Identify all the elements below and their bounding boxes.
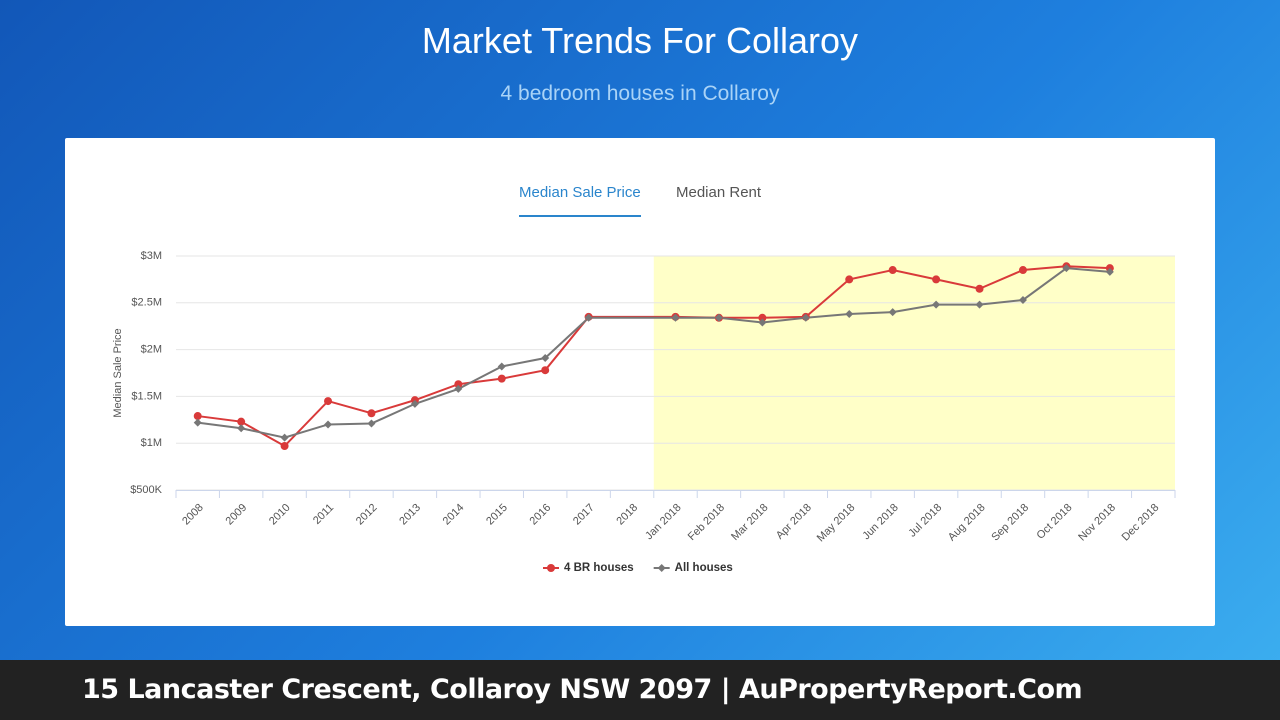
x-tick-label: 2017	[571, 502, 597, 528]
y-tick-label: $1M	[141, 437, 162, 449]
x-tick-label: 2015	[484, 502, 510, 528]
data-point	[975, 300, 984, 309]
x-tick-label: Jan 2018	[643, 502, 683, 542]
data-point	[367, 419, 376, 428]
x-tick-label: Jul 2018	[906, 502, 944, 540]
x-tick-label: 2016	[528, 502, 554, 528]
data-point	[367, 409, 376, 418]
y-tick-label: $2.5M	[131, 297, 162, 309]
footer-bar: 15 Lancaster Crescent, Collaroy NSW 2097…	[0, 660, 1280, 720]
legend-item: 4 BR houses	[543, 562, 634, 574]
data-point	[497, 362, 506, 371]
data-point	[671, 313, 680, 322]
data-point	[193, 418, 202, 427]
x-tick-label: Sep 2018	[989, 502, 1031, 544]
y-tick-label: $1.5M	[131, 390, 162, 402]
data-point	[324, 420, 333, 429]
x-tick-label: Jun 2018	[860, 502, 900, 542]
data-point	[541, 354, 550, 363]
data-point	[454, 380, 463, 389]
legend-marker	[547, 564, 555, 572]
data-point	[888, 308, 897, 317]
data-point	[454, 384, 463, 393]
data-point	[410, 399, 419, 408]
data-point	[888, 266, 897, 275]
data-point	[932, 300, 941, 309]
x-tick-label: May 2018	[815, 502, 858, 545]
data-point	[541, 366, 550, 375]
data-point	[845, 275, 854, 284]
data-point	[801, 313, 810, 322]
data-point	[1105, 267, 1114, 276]
page-subtitle: 4 bedroom houses in Collaroy	[500, 82, 780, 105]
legend-label: 4 BR houses	[564, 562, 634, 574]
legend-label: All houses	[675, 562, 733, 574]
data-point	[758, 318, 767, 327]
x-tick-label: Feb 2018	[686, 502, 727, 543]
data-point	[1018, 266, 1027, 275]
data-point	[324, 397, 333, 406]
data-point	[932, 275, 941, 284]
footer-text: 15 Lancaster Crescent, Collaroy NSW 2097…	[82, 674, 1083, 705]
tab[interactable]: Median Rent	[676, 184, 762, 201]
data-point	[758, 313, 767, 322]
data-point	[280, 442, 289, 451]
x-tick-label: 2009	[224, 502, 250, 528]
tab[interactable]: Median Sale Price	[519, 184, 641, 217]
data-point	[280, 433, 289, 442]
y-tick-label: $2M	[141, 344, 162, 356]
data-point	[237, 417, 246, 426]
data-point	[975, 284, 984, 293]
page-title: Market Trends For Collaroy	[421, 20, 859, 61]
x-tick-label: Oct 2018	[1035, 502, 1075, 542]
data-point	[193, 412, 202, 421]
data-point	[845, 310, 854, 319]
x-tick-label: Apr 2018	[774, 502, 814, 542]
x-tick-label: 2010	[267, 502, 293, 528]
y-tick-label: $3M	[141, 250, 162, 262]
x-tick-label: Nov 2018	[1076, 502, 1118, 544]
data-point	[497, 374, 506, 383]
data-point	[714, 313, 723, 322]
data-point	[584, 313, 593, 322]
x-tick-label: 2013	[397, 502, 423, 528]
x-tick-label: 2008	[180, 502, 206, 528]
x-tick-label: 2012	[354, 502, 380, 528]
y-axis-label: Median Sale Price	[112, 328, 124, 417]
data-point	[1018, 295, 1027, 304]
x-tick-label: 2018	[614, 502, 640, 528]
x-tick-label: 2014	[441, 502, 467, 528]
y-tick-label: $500K	[130, 484, 162, 496]
plot-band	[653, 256, 1175, 490]
x-tick-label: Dec 2018	[1120, 502, 1162, 544]
x-tick-label: Mar 2018	[729, 502, 770, 543]
x-tick-label: 2011	[311, 502, 336, 527]
x-tick-label: Aug 2018	[946, 502, 988, 544]
legend-item: All houses	[653, 562, 733, 574]
data-point	[1062, 264, 1071, 273]
data-point	[237, 424, 246, 433]
legend-marker	[657, 564, 666, 572]
